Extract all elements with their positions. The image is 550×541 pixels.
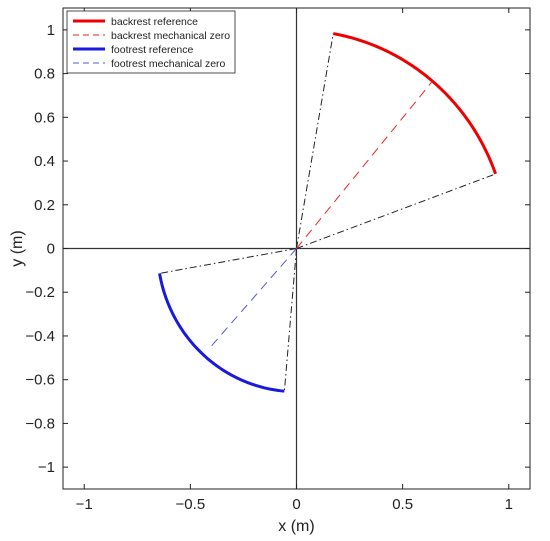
y-tick-label: −0.4 <box>25 328 55 345</box>
legend: backrest reference backrest mechanical ze… <box>66 10 236 74</box>
x-tick-label: −1 <box>76 496 93 513</box>
legend-label-backrest-reference: backrest reference <box>111 16 198 28</box>
y-tick-label: 0.4 <box>34 153 55 170</box>
y-tick-label: −1 <box>38 459 55 476</box>
y-tick-label: 1 <box>47 22 55 39</box>
y-tick-label: −0.2 <box>25 284 55 301</box>
legend-label-footrest-mechanical-zero: footrest mechanical zero <box>111 58 226 70</box>
x-tick-label: 0.5 <box>392 496 413 513</box>
y-tick-label: −0.8 <box>25 415 55 432</box>
series-footrest-reference <box>158 273 285 393</box>
y-axis-label: y (m) <box>9 230 26 266</box>
y-tick-label: −0.6 <box>25 372 55 389</box>
series-backrest-reference <box>333 32 497 175</box>
x-tick-label: 0 <box>292 496 300 513</box>
guide-line-4 <box>283 248 297 392</box>
x-axis-label: x (m) <box>278 518 314 535</box>
legend-label-backrest-mechanical-zero: backrest mechanical zero <box>111 30 230 42</box>
y-tick-label: 0.8 <box>34 66 55 83</box>
series-footrest-mechanical-zero <box>211 248 297 347</box>
y-tick-label: 0.6 <box>34 109 55 126</box>
x-tick-label: 1 <box>505 496 513 513</box>
y-tick-label: 0.2 <box>34 197 55 214</box>
guide-line-2 <box>296 173 496 249</box>
x-tick-label: −0.5 <box>176 496 206 513</box>
legend-label-footrest-reference: footrest reference <box>111 44 193 56</box>
y-tick-label: 0 <box>47 241 55 258</box>
series-backrest-mechanical-zero <box>296 80 433 249</box>
